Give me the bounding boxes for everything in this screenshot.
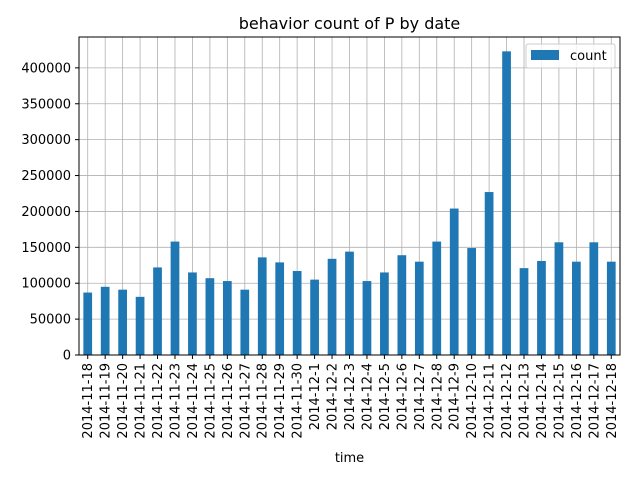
x-tick-label: 2014-11-30 (291, 363, 306, 439)
x-tick-label: 2014-11-24 (186, 363, 201, 439)
x-tick-label: 2014-12-9 (448, 363, 463, 430)
x-tick-label: 2014-12-2 (326, 363, 341, 430)
bar (292, 271, 302, 355)
x-tick-label: 2014-11-21 (134, 363, 149, 439)
bar (257, 257, 267, 355)
x-tick-label: 2014-12-18 (605, 363, 620, 439)
x-tick-label: 2014-11-20 (116, 363, 131, 439)
bar (449, 208, 459, 355)
bar (118, 289, 127, 355)
y-tick-label: 200000 (21, 205, 71, 220)
bar (135, 296, 145, 355)
x-tick-label: 2014-12-17 (587, 363, 602, 439)
bar (327, 258, 337, 355)
x-tick-label: 2014-11-18 (81, 363, 96, 439)
x-tick-label: 2014-12-8 (430, 363, 445, 430)
bar (362, 281, 372, 355)
x-tick-label: 2014-12-14 (535, 363, 550, 439)
y-tick-label: 350000 (21, 97, 71, 112)
y-tick-label: 100000 (21, 277, 71, 292)
bar (537, 260, 546, 355)
x-axis-label: time (335, 451, 364, 466)
bar (170, 241, 180, 355)
bar (83, 292, 93, 355)
bar (188, 272, 197, 355)
bar (380, 272, 389, 355)
x-tick-label: 2014-12-1 (308, 363, 323, 430)
bar (606, 261, 616, 355)
bar (310, 279, 319, 355)
x-tick-label: 2014-12-7 (413, 363, 428, 430)
y-tick-label: 0 (63, 349, 71, 364)
x-tick-label: 2014-11-19 (99, 363, 114, 439)
legend: count (525, 43, 616, 69)
x-tick-label: 2014-12-16 (570, 363, 585, 439)
bar (100, 286, 110, 355)
x-tick-label: 2014-11-25 (203, 363, 218, 439)
x-tick-label: 2014-12-10 (465, 363, 480, 439)
bar (519, 268, 529, 355)
x-tick-label: 2014-11-28 (256, 363, 271, 439)
bar (240, 289, 250, 355)
x-tick-label: 2014-12-4 (360, 363, 375, 430)
bar (572, 261, 581, 355)
y-tick-label: 400000 (21, 61, 71, 76)
bar (275, 262, 285, 355)
plot-area: 0 50000 100000 150000 200000 250000 300000 3500… (21, 36, 621, 439)
bar (467, 248, 477, 355)
bar (589, 242, 599, 355)
bar (484, 192, 494, 355)
bar (432, 241, 442, 355)
x-tick-label: 2014-12-11 (483, 363, 498, 439)
x-tick-label: 2014-11-22 (151, 363, 166, 439)
bar (502, 51, 511, 355)
legend-swatch (531, 50, 559, 60)
bar (554, 242, 564, 355)
y-tick-label: 300000 (21, 133, 71, 148)
x-tick-label: 2014-11-27 (238, 363, 253, 439)
bar (205, 278, 215, 355)
bar (414, 261, 424, 355)
x-tick-label: 2014-11-29 (273, 363, 288, 439)
bar (153, 267, 162, 355)
bar (345, 251, 354, 355)
x-tick-label: 2014-11-23 (168, 363, 183, 439)
y-tick-label: 150000 (21, 241, 71, 256)
x-tick-label: 2014-12-3 (343, 363, 358, 430)
bar (222, 281, 232, 355)
bar (397, 255, 407, 355)
x-tick-label: 2014-12-12 (500, 363, 515, 439)
x-tick-label: 2014-12-15 (552, 363, 567, 439)
y-tick-label: 50000 (30, 313, 71, 328)
x-tick-label: 2014-12-13 (518, 363, 533, 439)
x-tick-label: 2014-11-26 (221, 363, 236, 439)
chart-title: behavior count of P by date (239, 14, 461, 33)
legend-label: count (570, 49, 607, 64)
x-tick-label: 2014-12-5 (378, 363, 393, 430)
y-tick-label: 250000 (21, 169, 71, 184)
x-tick-label: 2014-12-6 (395, 363, 410, 430)
